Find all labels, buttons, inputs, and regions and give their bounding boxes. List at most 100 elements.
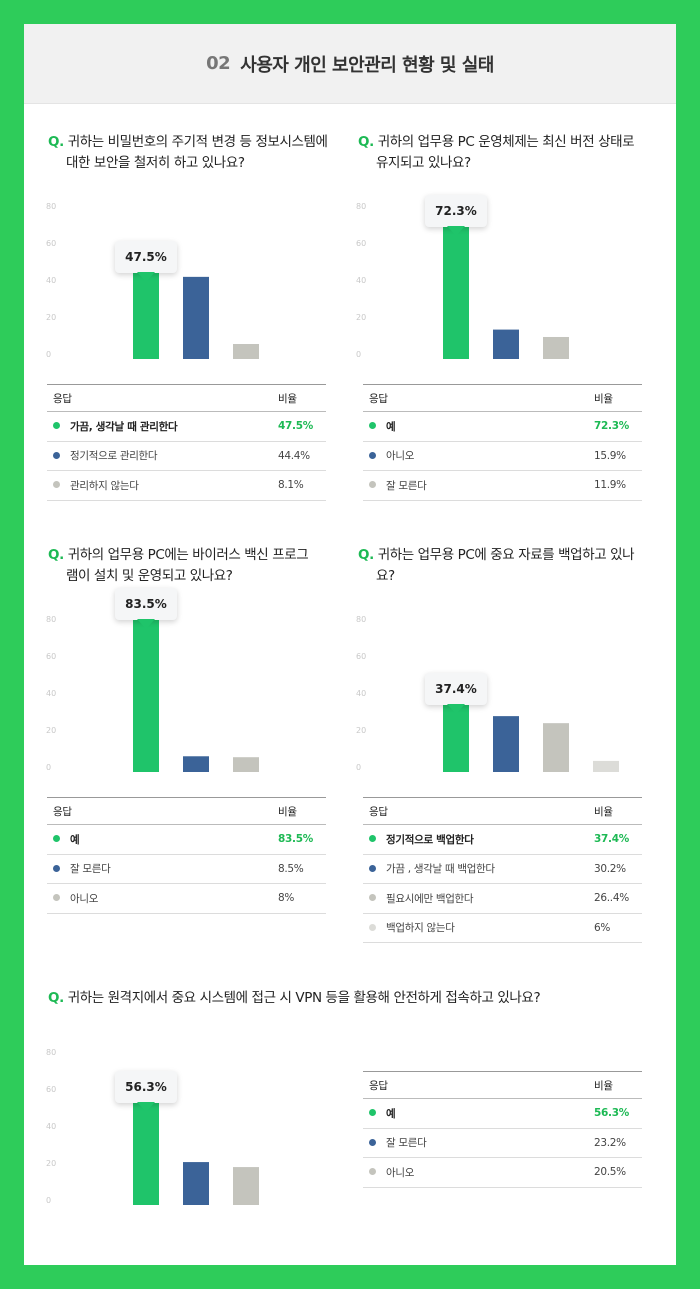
y-tick-label: 80	[356, 615, 366, 624]
bar-3	[543, 723, 569, 772]
response-table-2: 응답 비율 예 72.3% 아니오 15.9% 잘 모른다 11.9%	[363, 384, 642, 501]
bar-1	[443, 702, 469, 772]
bar-1	[133, 617, 159, 772]
y-tick-label: 20	[46, 726, 56, 735]
ratio-header: 비율	[594, 1071, 642, 1099]
response-label: 아니오	[386, 1166, 415, 1179]
response-cell: 필요시에만 백업한다	[363, 883, 594, 914]
response-cell: 정기적으로 관리한다	[47, 441, 278, 471]
response-label: 정기적으로 관리한다	[70, 450, 158, 463]
legend-dot	[369, 1109, 376, 1117]
response-label: 예	[386, 420, 396, 433]
legend-dot	[369, 451, 376, 459]
table-row: 잘 모른다 8.5%	[47, 854, 326, 884]
question-3: Q. 귀하의 업무용 PC에는 바이러스 백신 프로그램이 설치 및 운영되고 …	[48, 545, 318, 587]
response-label: 예	[70, 833, 80, 846]
legend-dot	[53, 451, 60, 459]
table-row: 정기적으로 관리한다 44.4%	[47, 441, 326, 471]
y-tick-label: 80	[46, 202, 56, 211]
y-tick-label: 40	[356, 276, 366, 285]
question-text: 귀하는 비밀번호의 주기적 변경 등 정보시스템에 대한 보안을 철저히 하고 …	[63, 134, 328, 171]
table-row: 가끔 , 생각날 때 백업한다 30.2%	[363, 854, 642, 884]
section-number: 02	[206, 53, 231, 74]
ratio-cell: 23.2%	[594, 1128, 642, 1158]
ratio-header: 비율	[594, 797, 642, 825]
chart-svg: 80 60 40 20 0	[46, 202, 259, 359]
response-label: 아니오	[70, 892, 99, 905]
question-text: 귀하의 업무용 PC에는 바이러스 백신 프로그램이 설치 및 운영되고 있나요…	[63, 547, 309, 584]
survey-panel: 02 사용자 개인 보안관리 현황 및 실태	[24, 24, 676, 1265]
table-row: 잘 모른다 23.2%	[363, 1128, 642, 1158]
bar-3	[233, 1167, 259, 1205]
response-cell: 예	[363, 1098, 594, 1129]
bar-chart-2: 80 60 40 20 0	[340, 202, 620, 365]
bar-3	[543, 336, 569, 359]
y-tick-label: 80	[46, 615, 56, 624]
value-callout: 83.5%	[115, 587, 177, 629]
y-tick-label: 20	[356, 726, 366, 735]
table-row: 가끔, 생각날 때 관리한다 47.5%	[47, 411, 326, 442]
response-label: 잘 모른다	[386, 479, 427, 492]
response-label: 관리하지 않는다	[70, 479, 139, 492]
question-5: Q. 귀하는 원격지에서 중요 시스템에 접근 시 VPN 등을 활용해 안전하…	[48, 988, 648, 1009]
table-row: 잘 모른다 11.9%	[363, 470, 642, 501]
question-text: 귀하의 업무용 PC 운영체제는 최신 버전 상태로 유지되고 있나요?	[373, 134, 635, 171]
y-tick-label: 0	[356, 350, 361, 359]
response-cell: 잘 모른다	[363, 1128, 594, 1158]
ratio-cell: 8%	[278, 883, 326, 914]
y-tick-label: 80	[46, 1048, 56, 1057]
bar-1	[133, 1100, 159, 1205]
response-cell: 아니오	[47, 883, 278, 914]
ratio-header: 비율	[278, 797, 326, 825]
legend-dot	[369, 894, 376, 902]
question-mark: Q.	[48, 990, 64, 1006]
response-header: 응답	[47, 384, 278, 412]
ratio-cell: 20.5%	[594, 1157, 642, 1188]
question-mark: Q.	[358, 547, 374, 563]
response-cell: 가끔, 생각날 때 관리한다	[47, 411, 278, 442]
y-tick-label: 20	[356, 313, 366, 322]
response-cell: 관리하지 않는다	[47, 470, 278, 501]
chart-svg: 80 60 40 20 0	[46, 1048, 259, 1205]
question-2: Q. 귀하의 업무용 PC 운영체제는 최신 버전 상태로 유지되고 있나요?	[358, 132, 648, 174]
response-label: 예	[386, 1107, 396, 1120]
legend-dot	[53, 864, 60, 872]
value-callout: 56.3%	[115, 1070, 177, 1112]
question-text: 귀하는 업무용 PC에 중요 자료를 백업하고 있나요?	[373, 547, 635, 584]
table-row: 정기적으로 백업한다 37.4%	[363, 824, 642, 855]
response-header: 응답	[363, 797, 594, 825]
response-label: 필요시에만 백업한다	[386, 892, 474, 905]
y-tick-label: 40	[356, 689, 366, 698]
question-1: Q. 귀하는 비밀번호의 주기적 변경 등 정보시스템에 대한 보안을 철저히 …	[48, 132, 338, 174]
response-table-5: 응답 비율 예 56.3% 잘 모른다 23.2% 아니오 20.5%	[363, 1071, 642, 1188]
response-header: 응답	[363, 384, 594, 412]
table-row: 관리하지 않는다 8.1%	[47, 470, 326, 501]
response-label: 백업하지 않는다	[386, 922, 455, 935]
y-tick-label: 0	[356, 763, 361, 772]
response-label: 잘 모른다	[386, 1137, 427, 1150]
legend-dot	[53, 835, 60, 843]
bar-2	[183, 756, 209, 772]
legend-dot	[369, 864, 376, 872]
ratio-cell: 47.5%	[278, 411, 326, 442]
table-row: 예 56.3%	[363, 1098, 642, 1129]
response-cell: 가끔 , 생각날 때 백업한다	[363, 854, 594, 884]
response-cell: 예	[47, 824, 278, 855]
response-cell: 정기적으로 백업한다	[363, 824, 594, 855]
ratio-cell: 83.5%	[278, 824, 326, 855]
y-tick-label: 60	[356, 239, 366, 248]
legend-dot	[369, 481, 376, 489]
table-row: 예 72.3%	[363, 411, 642, 442]
y-tick-label: 20	[46, 313, 56, 322]
bar-1	[443, 225, 469, 359]
legend-dot	[53, 422, 60, 430]
response-label: 정기적으로 백업한다	[386, 833, 474, 846]
y-tick-label: 40	[46, 1122, 56, 1131]
bar-3	[233, 757, 259, 772]
table-row: 아니오 15.9%	[363, 441, 642, 471]
bar-chart-5: 80 60 40 20 0	[30, 1048, 310, 1211]
ratio-cell: 30.2%	[594, 854, 642, 884]
ratio-cell: 6%	[594, 913, 642, 943]
table-header-row: 응답 비율	[363, 797, 642, 825]
response-header: 응답	[363, 1071, 594, 1099]
